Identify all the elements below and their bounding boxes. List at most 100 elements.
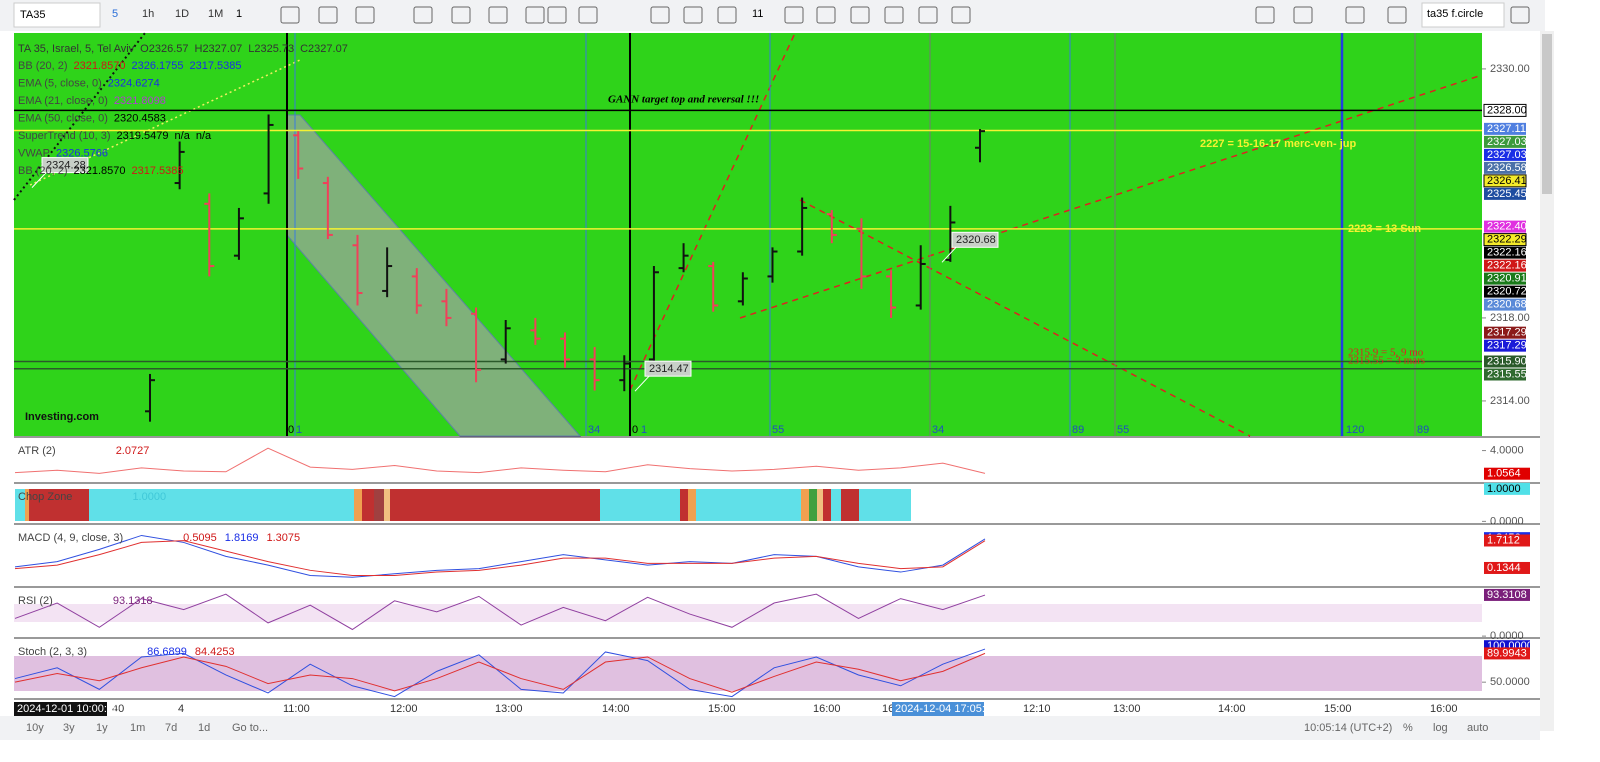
price-tag — [1484, 326, 1526, 339]
toolbar-icon[interactable] — [451, 6, 471, 24]
value-tag — [1484, 561, 1530, 574]
indicator-line — [14, 447, 986, 474]
rsi-band — [14, 604, 1482, 622]
toolbar-icon[interactable] — [884, 6, 904, 24]
fib-label: 55 — [772, 424, 784, 436]
indicator-line — [14, 593, 986, 631]
price-tag — [1484, 339, 1526, 352]
x-tick-label: 15:00 — [708, 703, 736, 715]
value-tag-label: 1.7112 — [1487, 534, 1520, 546]
range-button[interactable]: 1y — [96, 722, 108, 734]
callout-box — [41, 157, 89, 174]
chop-block — [696, 489, 801, 521]
price-tag-label: 2322.40 — [1487, 221, 1527, 233]
callout-label: 2314.47 — [649, 363, 689, 375]
toolbar-icon[interactable] — [413, 6, 433, 24]
pane-name: Chop Zone — [18, 491, 72, 503]
toolbar-icon[interactable] — [850, 6, 870, 24]
value-tag — [1484, 467, 1530, 480]
toolbar-icon[interactable] — [1510, 6, 1530, 24]
symbol-input[interactable] — [13, 2, 101, 28]
toolbar-icon[interactable] — [1345, 6, 1365, 24]
annotation: 2223 = 13 Sun — [1348, 223, 1421, 235]
indicator-value: 2317.5385 — [132, 165, 184, 177]
interval-button[interactable]: 1h — [142, 8, 154, 20]
fib-label: 34 — [932, 424, 944, 436]
chop-block — [831, 489, 841, 521]
pane-value: 0.5095 — [183, 532, 217, 544]
chop-block — [688, 489, 696, 521]
price-tag-label: 2315.55 — [1487, 368, 1527, 380]
price-tag — [1484, 148, 1526, 161]
interval-button[interactable]: 1M — [208, 8, 223, 20]
annotation: GANN target top and reversal !!! — [608, 94, 759, 106]
time-highlight-label: 2024-12-01 10:00:00 — [17, 703, 119, 715]
chop-block — [680, 489, 688, 521]
clock: 10:05:14 (UTC+2) — [1304, 722, 1392, 734]
price-tag-label: 2326.58 — [1487, 162, 1527, 174]
toolbar-icon[interactable] — [1293, 6, 1313, 24]
fib-label: 0 — [632, 424, 638, 436]
range-button[interactable]: 1m — [130, 722, 145, 734]
price-tag-label: 2322.16 — [1487, 260, 1527, 272]
indicator-value: 2321.8098 — [114, 95, 166, 107]
toolbar-icon[interactable] — [816, 6, 836, 24]
range-button[interactable]: 10y — [26, 722, 44, 734]
toolbar-icon[interactable] — [547, 6, 567, 24]
interval-button[interactable]: 1D — [175, 8, 189, 20]
toolbar-icon[interactable] — [488, 6, 508, 24]
toolbar-icon[interactable] — [1387, 6, 1407, 24]
toolbar-icon[interactable] — [784, 6, 804, 24]
y-tick-label: 2314.00 — [1490, 395, 1530, 407]
toolbar-icon[interactable] — [717, 6, 737, 24]
chop-block — [817, 489, 823, 521]
chop-block — [384, 489, 390, 521]
time-highlight — [892, 702, 984, 716]
toolbar-icon[interactable] — [683, 6, 703, 24]
toolbar-icon[interactable] — [525, 6, 545, 24]
toolbar-icon[interactable] — [280, 6, 300, 24]
fib-label: 1 — [641, 424, 647, 436]
range-button[interactable]: 7d — [165, 722, 177, 734]
scroll-thumb[interactable] — [1542, 34, 1552, 194]
ohlc-value: C2327.07 — [300, 43, 348, 55]
price-tag — [1483, 103, 1527, 117]
scale-button[interactable]: log — [1433, 722, 1448, 734]
pane-value: 84.4253 — [195, 646, 235, 658]
toolbar-icon[interactable] — [355, 6, 375, 24]
scale-button[interactable]: auto — [1467, 722, 1488, 734]
toolbar-icon[interactable] — [918, 6, 938, 24]
layout-select[interactable] — [1421, 2, 1505, 28]
price-tag — [1484, 135, 1526, 148]
scale-button[interactable]: % — [1403, 722, 1413, 734]
symbol: TA35 — [20, 9, 45, 21]
toolbar-icon[interactable] — [951, 6, 971, 24]
chop-block — [362, 489, 374, 521]
trend-line — [739, 74, 1483, 319]
interval-button[interactable]: 5 — [112, 8, 118, 20]
dotted-line — [13, 32, 146, 201]
indicator-value: n/a — [175, 130, 191, 142]
toolbar-icon[interactable] — [1255, 6, 1275, 24]
page-edge — [0, 740, 1560, 762]
x-tick-label: 11:00 — [283, 703, 310, 715]
price-tag-label: 2315.90 — [1487, 355, 1527, 367]
toolbar-icon[interactable] — [318, 6, 338, 24]
goto-button[interactable]: Go to... — [232, 722, 268, 734]
indicator-value: n/a — [196, 130, 212, 142]
y-tick-label: 0.0000 — [1490, 630, 1524, 642]
pane-name: Stoch (2, 3, 3) — [18, 646, 87, 658]
annotation: 2315.9 = 5, 9 mo — [1348, 347, 1424, 359]
range-button[interactable]: 1d — [198, 722, 210, 734]
toolbar-icon[interactable] — [650, 6, 670, 24]
pane-name: RSI (2) — [18, 595, 53, 607]
callout-label: 2320.68 — [956, 234, 996, 246]
range-button[interactable]: 3y — [63, 722, 75, 734]
fib-label: 120 — [1346, 424, 1364, 436]
toolbar-icon[interactable] — [578, 6, 598, 24]
indicator-value: 2324.6274 — [108, 77, 160, 89]
chop-block — [809, 489, 817, 521]
toolbar — [0, 0, 1545, 31]
